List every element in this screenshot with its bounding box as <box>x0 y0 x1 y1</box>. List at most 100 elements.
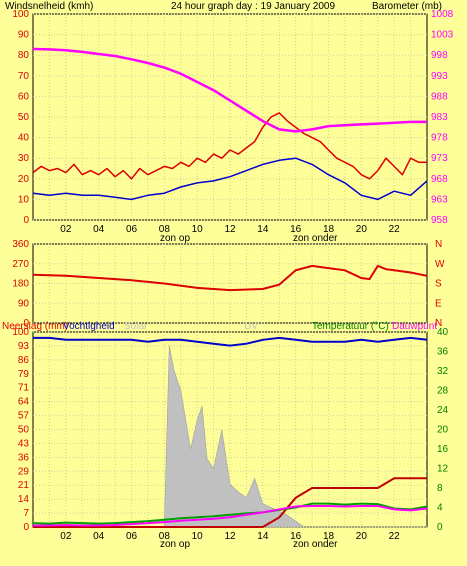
temperature-y-tick: 0 <box>437 522 443 533</box>
average-line <box>32 157 428 201</box>
wind-x-tick: 16 <box>290 224 302 235</box>
wind-chart-grid <box>33 13 427 221</box>
bottom-x-tick: 08 <box>159 531 171 542</box>
rain-y-tick: 50 <box>18 425 30 436</box>
sunset-label-bottom: zon onder <box>293 539 338 550</box>
bottom-chart-series <box>32 336 428 528</box>
humidity-line <box>33 336 428 347</box>
bottom-x-tick: 06 <box>126 531 138 542</box>
wind-y-tick: 40 <box>18 133 30 144</box>
barometer-y-tick: 983 <box>431 112 448 123</box>
rain-y-tick: 71 <box>18 383 30 394</box>
bottom-x-tick: 22 <box>389 531 401 542</box>
temperature-y-tick: 40 <box>437 327 449 338</box>
bottom-left-y-ticks: 100 93 86 79 71 64 57 50 43 36 29 21 14 7 0 <box>12 327 29 533</box>
barometer-y-tick: 993 <box>431 71 448 82</box>
bottom-x-tick: 14 <box>257 531 269 542</box>
wind-y-tick: 20 <box>18 174 30 185</box>
bottom-x-tick: 18 <box>323 531 335 542</box>
wind-y-tick: 30 <box>18 153 30 164</box>
bottom-x-tick: 20 <box>356 531 368 542</box>
direction-chart-series <box>32 264 428 292</box>
compass-tick: E <box>435 298 442 309</box>
rain-y-tick: 14 <box>18 494 30 505</box>
direction-line <box>32 264 428 292</box>
temperature-y-tick: 20 <box>437 425 449 436</box>
wind-x-tick: 20 <box>356 224 368 235</box>
compass-tick: W <box>435 259 445 270</box>
direction-y-tick: 90 <box>18 298 30 309</box>
wind-axis-label: Windsnelheid (kmh) <box>5 1 93 12</box>
uv-label: UV <box>244 321 258 332</box>
compass-tick: N <box>435 318 442 329</box>
barometer-y-ticks: 1008 1003 998 993 988 983 978 973 968 963 958 <box>431 9 454 226</box>
direction-y-tick: 360 <box>12 239 29 250</box>
barometer-y-tick: 978 <box>431 133 448 144</box>
temperature-y-tick: 16 <box>437 444 449 455</box>
rain-y-tick: 7 <box>23 508 29 519</box>
sunrise-label: zon op <box>160 233 190 244</box>
barometer-line <box>32 47 427 133</box>
wind-x-tick: 22 <box>389 224 401 235</box>
rain-axis-label: Neerslag (mm) <box>2 321 68 332</box>
temperature-y-tick: 28 <box>437 386 449 397</box>
rain-y-tick: 21 <box>18 480 30 491</box>
bottom-x-tick: 10 <box>192 531 204 542</box>
wind-y-tick: 0 <box>23 215 29 226</box>
rain-y-tick: 100 <box>12 327 29 338</box>
wind-x-ticks: 02 04 06 08 10 12 14 16 18 20 22 <box>60 224 400 235</box>
rain-y-tick: 93 <box>18 341 30 352</box>
wind-x-tick: 14 <box>257 224 269 235</box>
barometer-axis-label: Barometer (mb) <box>372 1 442 12</box>
compass-tick: S <box>435 279 442 290</box>
barometer-y-tick: 1008 <box>431 9 454 20</box>
barometer-y-tick: 973 <box>431 153 448 164</box>
direction-y-tick: 270 <box>12 259 29 270</box>
dewpoint-label: Dauwpunt <box>392 321 437 332</box>
sunset-label: zon onder <box>293 233 338 244</box>
temperature-y-tick: 8 <box>437 483 443 494</box>
barometer-y-tick: 958 <box>431 215 448 226</box>
wind-y-tick: 90 <box>18 30 30 41</box>
rain-y-tick: 64 <box>18 397 30 408</box>
wind-chart-series <box>32 47 428 201</box>
humidity-label: Vochtigheid <box>63 321 115 332</box>
bottom-x-ticks: 02 04 06 08 10 12 14 16 18 20 22 <box>60 531 400 542</box>
temperature-axis-label: Temperatuur (°C) <box>312 321 389 332</box>
temperature-line <box>32 502 428 525</box>
wind-x-tick: 12 <box>224 224 236 235</box>
bottom-x-tick: 12 <box>224 531 236 542</box>
temperature-y-tick: 24 <box>437 405 449 416</box>
bottom-x-tick: 02 <box>60 531 72 542</box>
rain-y-tick: 36 <box>18 452 30 463</box>
wind-y-tick: 100 <box>12 9 29 20</box>
wind-x-tick: 02 <box>60 224 72 235</box>
solar-area <box>33 345 427 528</box>
rain-y-tick: 0 <box>23 522 29 533</box>
barometer-y-tick: 988 <box>431 91 448 102</box>
direction-chart-grid <box>33 243 427 324</box>
barometer-y-tick: 998 <box>431 50 448 61</box>
compass-tick: N <box>435 239 442 250</box>
gust-line <box>32 112 427 180</box>
dewpoint-line <box>33 505 428 527</box>
wind-y-tick: 60 <box>18 91 30 102</box>
wind-x-tick: 06 <box>126 224 138 235</box>
sunrise-label-bottom: zon op <box>160 539 190 550</box>
wind-x-tick: 04 <box>93 224 105 235</box>
direction-y-tick: 180 <box>12 279 29 290</box>
barometer-y-tick: 963 <box>431 194 448 205</box>
temperature-y-tick: 36 <box>437 347 449 358</box>
wind-y-tick: 10 <box>18 194 30 205</box>
wind-y-tick: 70 <box>18 71 30 82</box>
rain-y-tick: 86 <box>18 355 30 366</box>
temperature-y-tick: 12 <box>437 464 449 475</box>
temperature-y-tick: 32 <box>437 366 449 377</box>
direction-y-tick: 0 <box>23 318 29 329</box>
